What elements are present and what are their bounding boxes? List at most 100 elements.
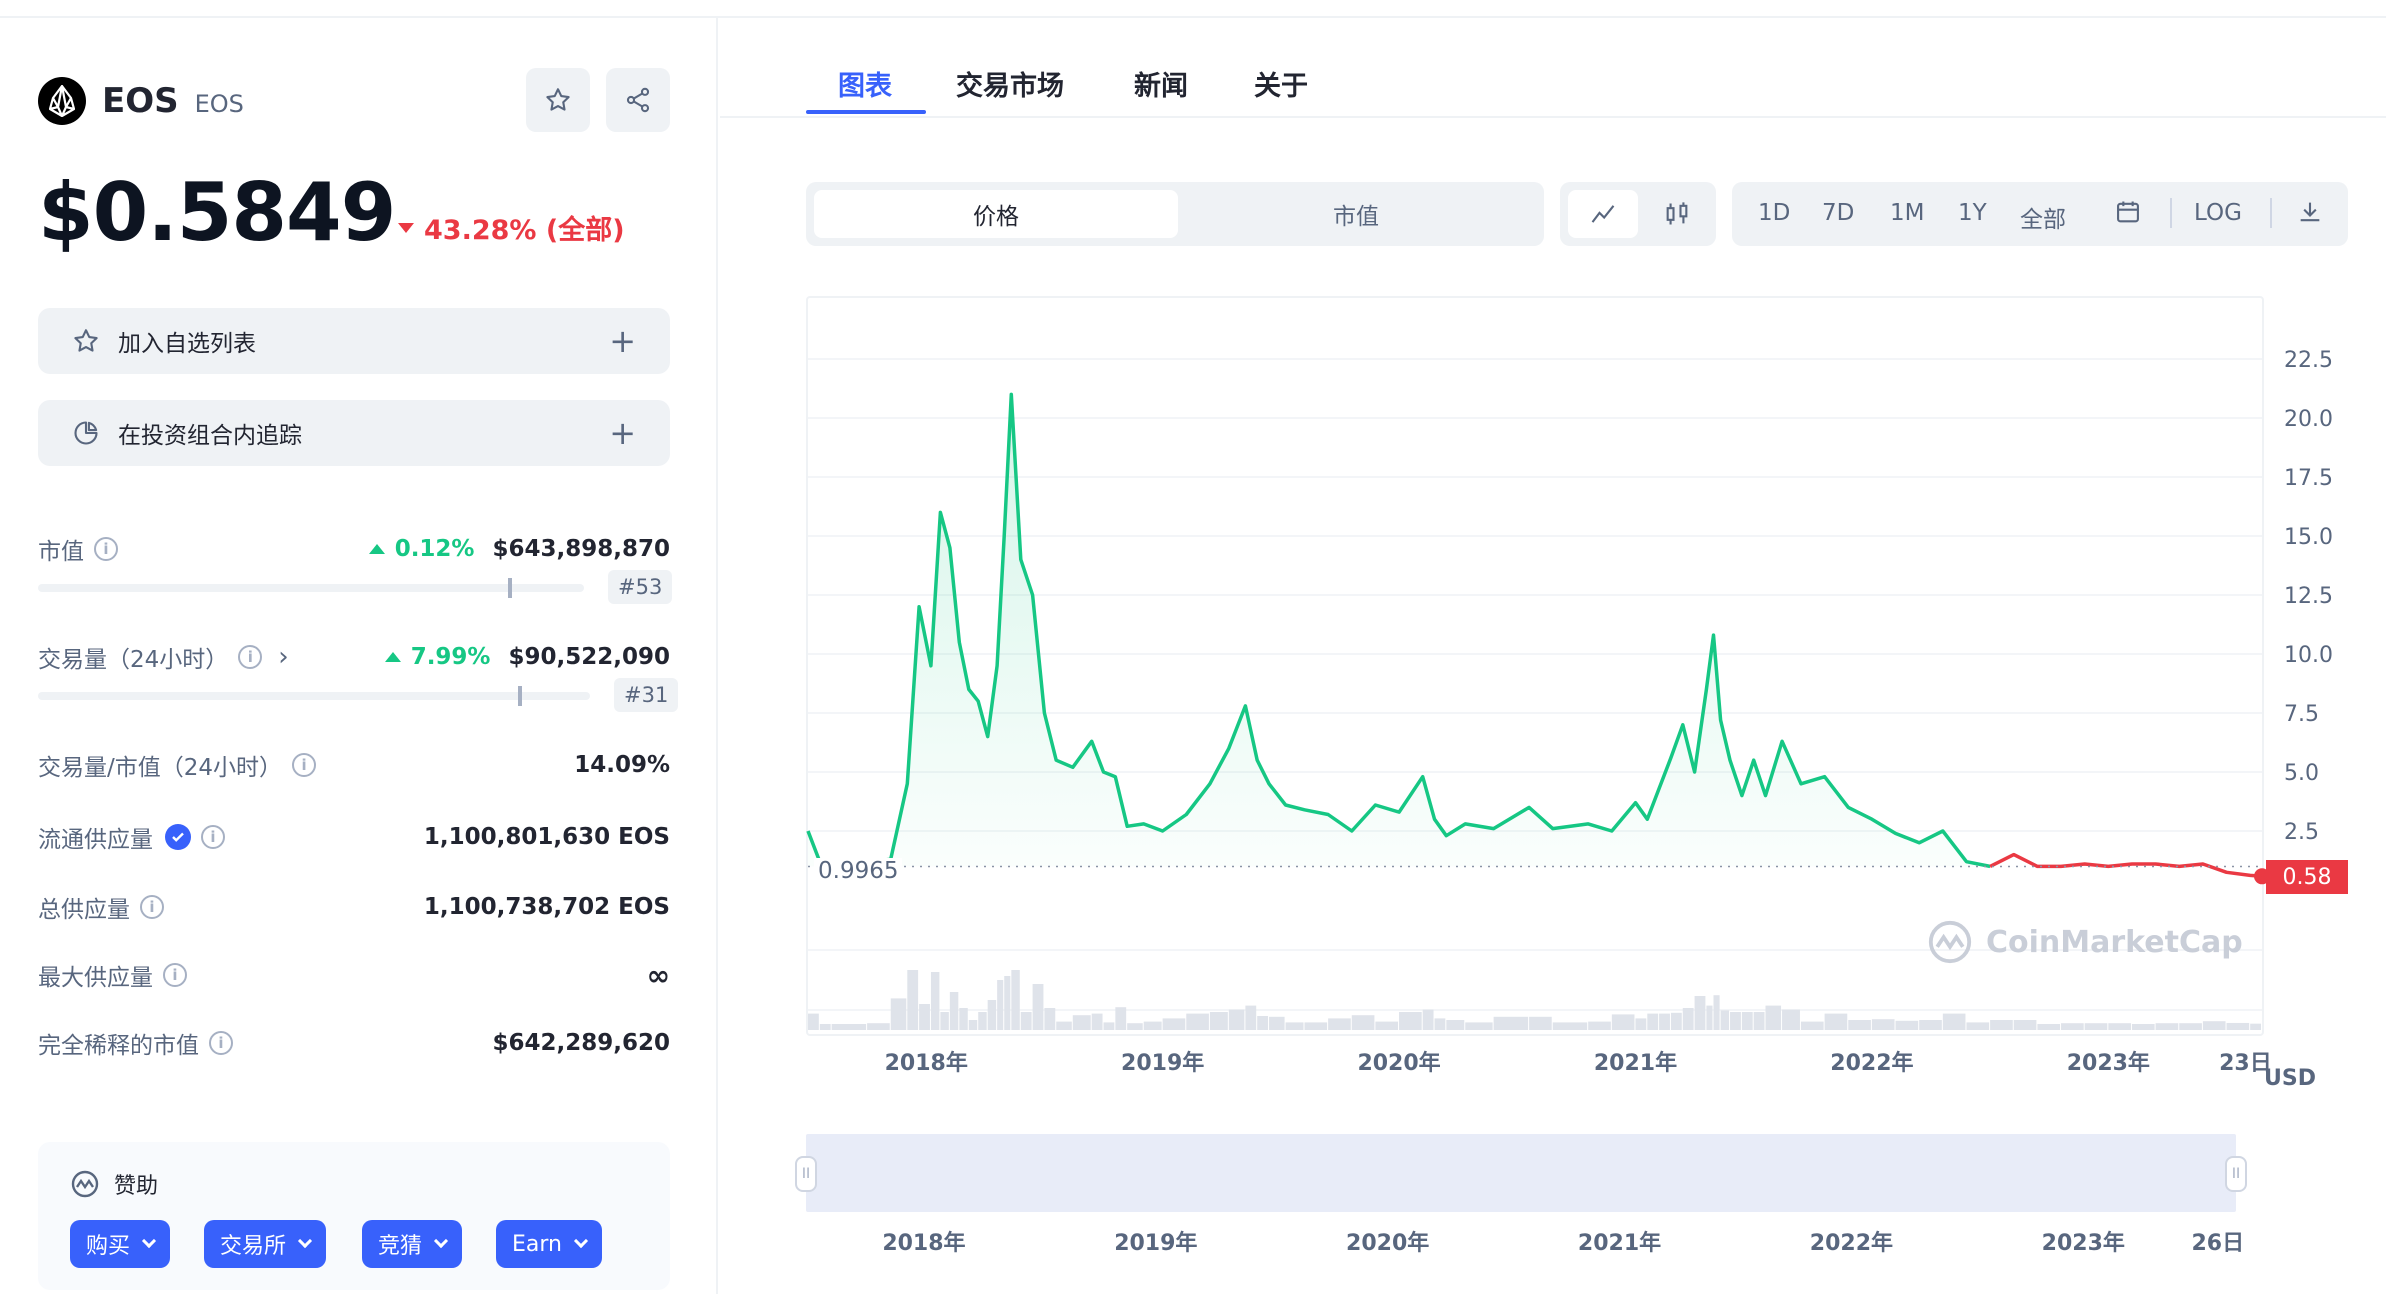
stat-label: 完全稀释的市值: [38, 1033, 199, 1059]
stat-fully-diluted: 完全稀释的市值 i $642,289,620: [38, 1026, 670, 1060]
coin-symbol: EOS: [194, 90, 244, 118]
market-cap-rank-bar: [38, 578, 584, 598]
navigator-tick-label: 2019年: [1114, 1230, 1197, 1256]
stat-change: 0.12%: [394, 536, 475, 562]
earn-dropdown[interactable]: Earn: [496, 1220, 602, 1268]
info-icon[interactable]: i: [238, 645, 263, 669]
y-tick-label: 20.0: [2284, 407, 2333, 432]
track-portfolio-label: 在投资组合内追踪: [118, 423, 302, 449]
info-icon[interactable]: i: [163, 963, 187, 987]
info-icon[interactable]: i: [140, 895, 164, 919]
exchange-dropdown[interactable]: 交易所: [204, 1220, 327, 1268]
range-navigator[interactable]: [806, 1134, 2236, 1212]
pill-label: 交易所: [220, 1234, 287, 1259]
tab-about[interactable]: 关于: [1254, 71, 1308, 102]
x-tick-label: 2018年: [885, 1050, 968, 1076]
chevron-down-icon: [573, 1233, 589, 1249]
x-tick-label: 2021年: [1594, 1050, 1677, 1076]
plus-icon: +: [609, 414, 636, 452]
info-icon[interactable]: i: [292, 753, 317, 777]
timeframe-bar: [1732, 182, 2348, 246]
coin-header: EOS EOS: [38, 76, 244, 126]
y-tick-label: 22.5: [2284, 348, 2333, 373]
tab-markets[interactable]: 交易市场: [956, 71, 1064, 102]
rank-marker: [518, 686, 523, 706]
chevron-down-icon: [297, 1233, 313, 1249]
coinmarketcap-logo-icon: [71, 1170, 99, 1198]
info-icon[interactable]: i: [201, 825, 225, 849]
chart-type-toggle: [1560, 182, 1716, 246]
stat-label: 最大供应量: [38, 965, 153, 991]
coinmarketcap-logo-icon: [1928, 920, 1972, 964]
baseline-label: 0.9965: [814, 858, 903, 884]
y-tick-label: 2.5: [2284, 820, 2319, 845]
coin-name: EOS: [102, 81, 179, 121]
stat-label: 总供应量: [38, 897, 130, 923]
pill-label: Earn: [512, 1231, 562, 1257]
coin-sidebar: EOS EOS $0.5849 43.28% (全部) 加入自选列表 + 在投资…: [0, 18, 718, 1294]
metric-market-cap-button[interactable]: 市值: [1333, 204, 1379, 230]
stat-label: 流通供应量: [38, 827, 153, 853]
stat-value: $643,898,870: [492, 536, 670, 562]
log-scale-button[interactable]: LOG: [2194, 200, 2242, 226]
stat-label: 交易量（24小时）: [38, 647, 229, 673]
top-divider: [0, 0, 2386, 18]
calendar-icon: [2117, 201, 2139, 223]
stat-label: 市值: [38, 539, 84, 565]
buy-dropdown[interactable]: 购买: [70, 1220, 171, 1268]
line-chart-button[interactable]: [1568, 190, 1638, 238]
track-portfolio-button[interactable]: 在投资组合内追踪 +: [38, 400, 670, 466]
y-tick-label: 12.5: [2284, 584, 2333, 609]
stat-value: ∞: [646, 958, 670, 992]
stat-value: 1,100,801,630 EOS: [423, 824, 670, 850]
star-icon: [546, 88, 570, 111]
calendar-button[interactable]: [2114, 198, 2142, 232]
y-tick-label: 7.5: [2284, 702, 2319, 727]
watermark: CoinMarketCap: [1926, 918, 2243, 966]
pill-label: 购买: [86, 1234, 131, 1259]
timeframe-1d[interactable]: 1D: [1758, 200, 1791, 226]
active-tab-indicator: [806, 110, 926, 114]
timeframe-7d[interactable]: 7D: [1822, 200, 1855, 226]
stat-value: 14.09%: [574, 752, 670, 778]
x-tick-label: 2022年: [1830, 1050, 1913, 1076]
download-button[interactable]: [2296, 198, 2324, 232]
tab-bar: 图表 交易市场 新闻 关于: [720, 18, 2386, 118]
gaming-dropdown[interactable]: 竞猜: [362, 1220, 463, 1268]
candlestick-button[interactable]: [1644, 190, 1710, 238]
tab-chart[interactable]: 图表: [838, 71, 892, 102]
timeframe-1m[interactable]: 1M: [1890, 200, 1925, 226]
volume-rank-bar: [38, 686, 590, 706]
down-triangle-icon: [398, 222, 414, 233]
stat-value: 1,100,738,702 EOS: [423, 894, 670, 920]
current-price-label: 0.58: [2266, 860, 2348, 894]
stat-change: 7.99%: [410, 644, 491, 670]
share-icon: [626, 87, 650, 113]
info-icon[interactable]: i: [94, 537, 118, 561]
timeframe-1y[interactable]: 1Y: [1958, 200, 1987, 226]
up-triangle-icon: [384, 652, 401, 662]
plus-icon: +: [609, 322, 636, 360]
range-handle-right[interactable]: II: [2225, 1156, 2247, 1192]
tab-news[interactable]: 新闻: [1134, 71, 1188, 102]
rank-marker: [507, 578, 512, 598]
market-cap-rank: #53: [608, 570, 673, 604]
range-handle-left[interactable]: II: [795, 1156, 817, 1192]
stat-volume-market-cap: 交易量/市值（24小时） i 14.09%: [38, 748, 670, 782]
timeframe-all[interactable]: 全部: [2020, 207, 2066, 233]
watchlist-star-button[interactable]: [526, 68, 590, 132]
share-button[interactable]: [606, 68, 670, 132]
metric-price-button[interactable]: 价格: [814, 190, 1178, 238]
chevron-right-icon[interactable]: ›: [278, 642, 289, 672]
candlestick-icon: [1666, 202, 1688, 225]
stat-value: $642,289,620: [492, 1030, 670, 1056]
chevron-down-icon: [141, 1233, 157, 1249]
info-icon[interactable]: i: [209, 1031, 233, 1055]
sponsor-box: 赞助 购买 交易所 竞猜 Earn: [38, 1142, 670, 1290]
toolbar-divider: [2270, 198, 2272, 228]
add-to-watchlist-label: 加入自选列表: [118, 331, 256, 357]
price-change-value: 43.28% (全部): [424, 215, 625, 246]
coin-price: $0.5849: [38, 166, 396, 259]
add-to-watchlist-button[interactable]: 加入自选列表 +: [38, 308, 670, 374]
stat-volume: 交易量（24小时） i › 7.99% $90,522,090: [38, 640, 670, 674]
